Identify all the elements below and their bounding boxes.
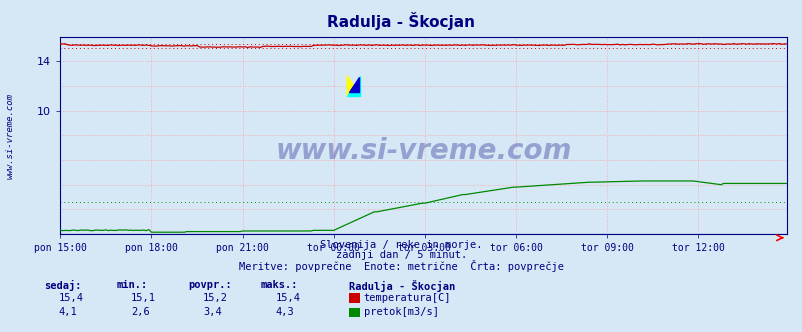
Polygon shape bbox=[346, 76, 360, 96]
Text: 15,4: 15,4 bbox=[59, 293, 83, 303]
Text: sedaj:: sedaj: bbox=[44, 280, 82, 290]
Text: maks.:: maks.: bbox=[261, 280, 298, 290]
Text: 2,6: 2,6 bbox=[131, 307, 149, 317]
Text: 15,2: 15,2 bbox=[203, 293, 228, 303]
Text: Radulja - Škocjan: Radulja - Škocjan bbox=[327, 12, 475, 30]
Polygon shape bbox=[349, 77, 358, 92]
Text: www.si-vreme.com: www.si-vreme.com bbox=[275, 137, 571, 165]
Text: www.si-vreme.com: www.si-vreme.com bbox=[5, 93, 14, 179]
Text: zadnji dan / 5 minut.: zadnji dan / 5 minut. bbox=[335, 250, 467, 260]
Text: povpr.:: povpr.: bbox=[188, 280, 232, 290]
Text: 4,1: 4,1 bbox=[59, 307, 77, 317]
Text: 15,1: 15,1 bbox=[131, 293, 156, 303]
Text: 3,4: 3,4 bbox=[203, 307, 221, 317]
Polygon shape bbox=[346, 76, 360, 96]
Text: min.:: min.: bbox=[116, 280, 148, 290]
Text: 15,4: 15,4 bbox=[275, 293, 300, 303]
Text: Slovenija / reke in morje.: Slovenija / reke in morje. bbox=[320, 240, 482, 250]
Text: temperatura[C]: temperatura[C] bbox=[363, 293, 451, 303]
Text: Radulja - Škocjan: Radulja - Škocjan bbox=[349, 280, 455, 291]
Text: Meritve: povprečne  Enote: metrične  Črta: povprečje: Meritve: povprečne Enote: metrične Črta:… bbox=[239, 260, 563, 272]
Text: 4,3: 4,3 bbox=[275, 307, 294, 317]
Text: pretok[m3/s]: pretok[m3/s] bbox=[363, 307, 438, 317]
